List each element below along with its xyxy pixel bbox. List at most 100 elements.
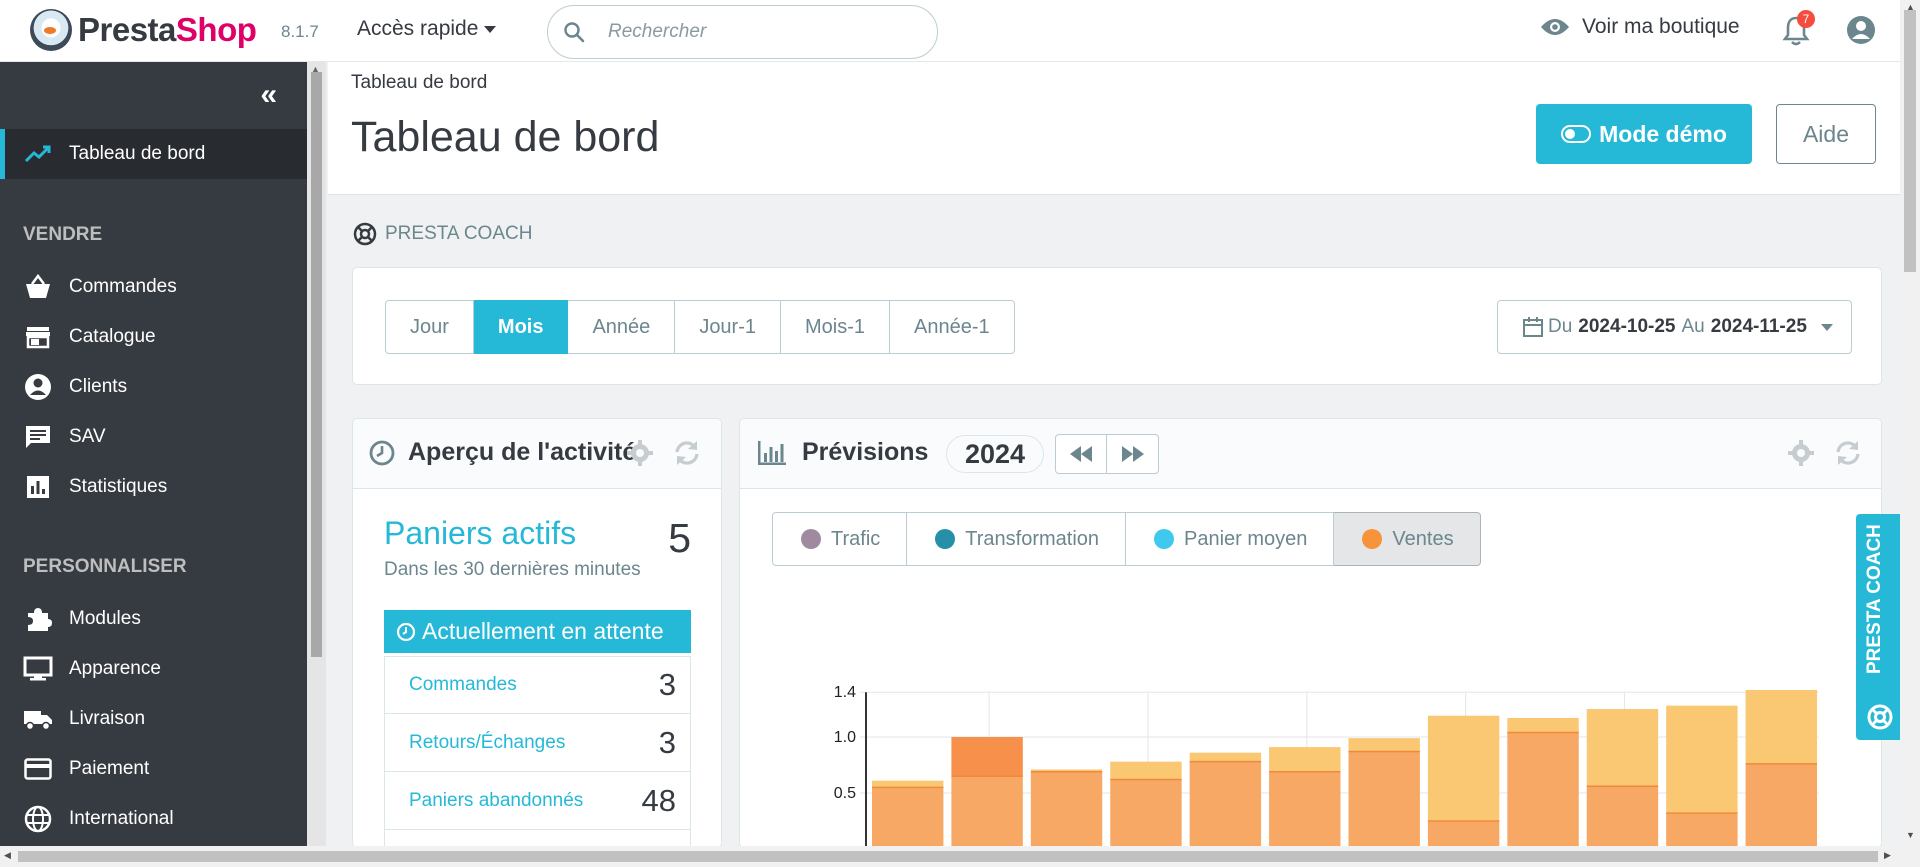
activity-panel-title: Aperçu de l'activité bbox=[368, 438, 636, 467]
previous-year-button[interactable] bbox=[1055, 434, 1107, 474]
presta-coach-side-tab[interactable]: PRESTA COACH bbox=[1856, 514, 1900, 740]
date-range-picker[interactable]: Du 2024-10-25 Au 2024-11-25 bbox=[1497, 300, 1852, 354]
pending-returns-label[interactable]: Retours/Échanges bbox=[409, 731, 566, 753]
traffic-color-dot bbox=[801, 529, 821, 549]
notification-badge: 7 bbox=[1797, 10, 1815, 28]
search-input[interactable] bbox=[608, 18, 918, 46]
metric-average-cart-button[interactable]: Panier moyen bbox=[1126, 512, 1335, 566]
sidebar-item-label: Statistiques bbox=[69, 476, 168, 497]
page-scroll-thumb[interactable] bbox=[1904, 10, 1916, 272]
list-item[interactable]: Commandes 3 bbox=[384, 656, 691, 714]
forecast-title-text: Prévisions bbox=[802, 438, 929, 466]
gear-icon[interactable] bbox=[1787, 439, 1815, 467]
period-previous-year-button[interactable]: Année-1 bbox=[890, 300, 1015, 354]
activity-overview-panel: Aperçu de l'activité Paniers actifs 5 Da… bbox=[352, 418, 722, 848]
sidebar-item-shipping[interactable]: Livraison bbox=[23, 699, 145, 739]
view-shop-link[interactable]: Voir ma boutique bbox=[1540, 15, 1740, 39]
forecast-year: 2024 bbox=[946, 435, 1045, 473]
presta-coach-heading: PRESTA COACH bbox=[353, 222, 532, 246]
bar-top bbox=[1269, 747, 1341, 772]
page-header: Tableau de bord Tableau de bord Mode dém… bbox=[328, 62, 1900, 195]
active-carts-count: 5 bbox=[668, 515, 691, 561]
scroll-down-arrow-icon[interactable]: ▼ bbox=[1906, 830, 1915, 840]
account-circle-icon bbox=[23, 372, 53, 402]
sidebar-item-orders[interactable]: Commandes bbox=[23, 267, 177, 307]
next-year-button[interactable] bbox=[1107, 434, 1159, 474]
sidebar-section-customize: PERSONNALISER bbox=[23, 556, 187, 577]
date-from-value: 2024-10-25 bbox=[1578, 316, 1676, 337]
sidebar-item-label: Catalogue bbox=[69, 326, 156, 347]
sidebar-item-label: Modules bbox=[69, 608, 141, 629]
period-year-button[interactable]: Année bbox=[568, 300, 676, 354]
scroll-right-arrow-icon[interactable]: ▶ bbox=[1884, 850, 1891, 860]
forecast-panel-header: Prévisions 2024 bbox=[740, 419, 1881, 489]
sidebar-item-support[interactable]: SAV bbox=[23, 417, 106, 457]
sidebar-item-catalog[interactable]: Catalogue bbox=[23, 317, 156, 357]
bar-base bbox=[1030, 771, 1103, 847]
metric-conversion-button[interactable]: Transformation bbox=[907, 512, 1127, 566]
page-vertical-scrollbar[interactable]: ▲ ▼ bbox=[1900, 0, 1920, 846]
period-filter-card: Jour Mois Année Jour-1 Mois-1 Année-1 Du… bbox=[352, 267, 1882, 385]
scroll-up-arrow-icon[interactable]: ▲ bbox=[311, 64, 320, 74]
logo[interactable]: PrestaShop bbox=[30, 9, 257, 51]
sidebar-item-label: International bbox=[69, 808, 174, 829]
bar-base bbox=[1110, 779, 1182, 847]
scroll-up-arrow-icon[interactable]: ▲ bbox=[1906, 2, 1915, 12]
sales-color-dot bbox=[1362, 529, 1383, 549]
gear-icon[interactable] bbox=[626, 439, 654, 467]
sidebar-item-dashboard[interactable] bbox=[0, 129, 307, 179]
y-tick-label: 1.0 bbox=[834, 729, 856, 746]
list-item[interactable] bbox=[384, 830, 691, 847]
presta-coach-tab-label: PRESTA COACH bbox=[1864, 524, 1885, 674]
quick-access-dropdown[interactable]: Accès rapide bbox=[357, 17, 497, 41]
page-horizontal-scrollbar[interactable]: ◀ ▶ bbox=[0, 846, 1920, 867]
breadcrumb[interactable]: Tableau de bord bbox=[351, 72, 488, 93]
puzzle-icon bbox=[23, 604, 53, 634]
sidebar-item-label: Paiement bbox=[69, 758, 150, 779]
period-day-button[interactable]: Jour bbox=[385, 300, 474, 354]
sidebar-scrollbar[interactable]: ▲ bbox=[307, 62, 326, 846]
list-item[interactable]: Paniers abandonnés 48 bbox=[384, 772, 691, 830]
bar-top bbox=[1348, 738, 1420, 752]
monitor-icon bbox=[23, 654, 53, 684]
demo-mode-button[interactable]: Mode démo bbox=[1536, 104, 1752, 164]
pending-title: Actuellement en attente bbox=[422, 618, 664, 644]
average-cart-color-dot bbox=[1154, 529, 1175, 549]
abandoned-carts-label[interactable]: Paniers abandonnés bbox=[409, 789, 584, 811]
sidebar-item-label: SAV bbox=[69, 426, 106, 447]
store-icon bbox=[23, 322, 53, 352]
collapse-sidebar-icon[interactable]: « bbox=[260, 78, 277, 111]
search-box[interactable] bbox=[547, 5, 938, 59]
forecast-panel: Prévisions 2024 Trafic Transformation Pa… bbox=[739, 418, 1882, 848]
sidebar-item-stats[interactable]: Statistiques bbox=[23, 467, 167, 507]
bar-top bbox=[1666, 705, 1738, 814]
horizontal-scroll-thumb[interactable] bbox=[18, 851, 1878, 862]
eye-icon bbox=[1541, 19, 1569, 35]
activity-title-text: Aperçu de l'activité bbox=[408, 438, 637, 466]
sidebar: « Tableau de bord VENDRE Commandes Catal… bbox=[0, 62, 307, 846]
sidebar-item-payment[interactable]: Paiement bbox=[23, 749, 149, 789]
period-month-button[interactable]: Mois bbox=[473, 300, 569, 354]
refresh-icon[interactable] bbox=[673, 439, 701, 467]
metric-traffic-button[interactable]: Trafic bbox=[772, 512, 908, 566]
sidebar-item-modules[interactable]: Modules bbox=[23, 599, 141, 639]
bar-base bbox=[951, 776, 1023, 847]
pending-orders-label[interactable]: Commandes bbox=[409, 674, 517, 695]
sidebar-item-international[interactable]: International bbox=[23, 799, 174, 839]
presta-coach-label: PRESTA COACH bbox=[385, 223, 533, 244]
search-icon[interactable] bbox=[562, 20, 586, 44]
list-item[interactable]: Retours/Échanges 3 bbox=[384, 714, 691, 772]
sidebar-scroll-thumb[interactable] bbox=[311, 72, 322, 657]
refresh-icon[interactable] bbox=[1834, 439, 1862, 467]
active-carts-title[interactable]: Paniers actifs bbox=[384, 515, 577, 551]
sidebar-item-appearance[interactable]: Apparence bbox=[23, 649, 161, 689]
metric-sales-button[interactable]: Ventes bbox=[1334, 512, 1481, 566]
user-account-icon[interactable] bbox=[1846, 15, 1876, 45]
period-previous-month-button[interactable]: Mois-1 bbox=[781, 300, 891, 354]
help-button[interactable]: Aide bbox=[1776, 104, 1876, 164]
sidebar-item-dashboard-row[interactable]: Tableau de bord bbox=[23, 134, 205, 174]
scroll-left-arrow-icon[interactable]: ◀ bbox=[4, 850, 11, 860]
conversion-color-dot bbox=[935, 529, 956, 549]
period-previous-day-button[interactable]: Jour-1 bbox=[675, 300, 782, 354]
sidebar-item-customers[interactable]: Clients bbox=[23, 367, 127, 407]
